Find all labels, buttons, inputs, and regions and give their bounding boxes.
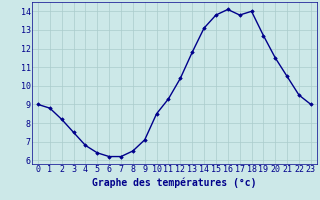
- X-axis label: Graphe des températures (°c): Graphe des températures (°c): [92, 177, 257, 188]
